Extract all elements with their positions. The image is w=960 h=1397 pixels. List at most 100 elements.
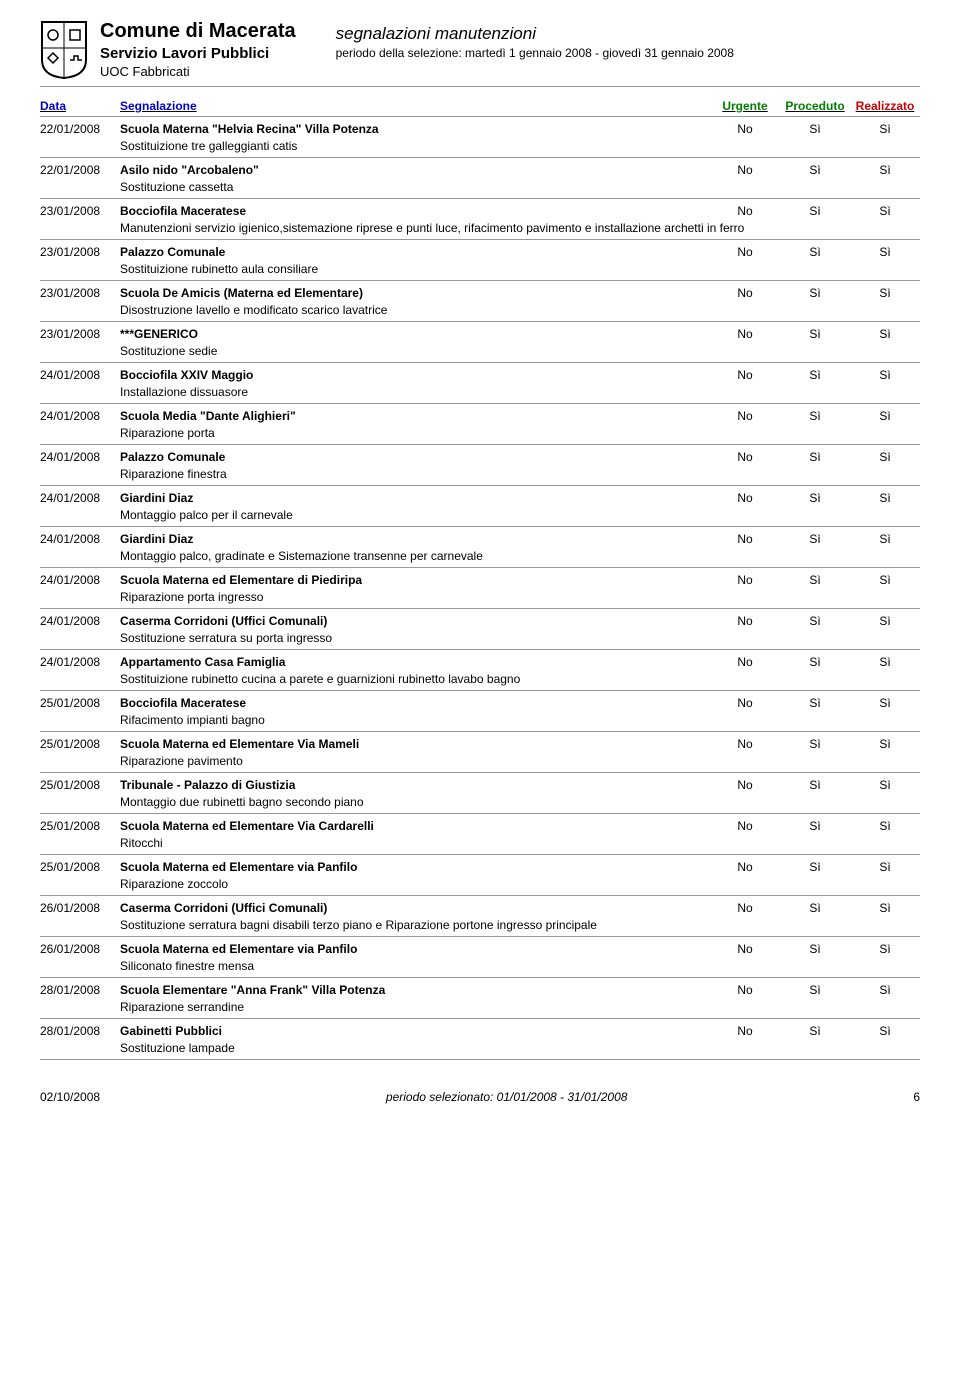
cell-proceduto: Sì <box>780 655 850 669</box>
cell-urgente: No <box>710 983 780 997</box>
table-row-main: 25/01/2008Scuola Materna ed Elementare V… <box>40 819 920 833</box>
cell-description: Rifacimento impianti bagno <box>120 713 920 727</box>
cell-urgente: No <box>710 901 780 915</box>
table-row: 23/01/2008Bocciofila MacerateseNoSìSì Man… <box>40 199 920 240</box>
cell-realizzato: Sì <box>850 327 920 341</box>
cell-title: Caserma Corridoni (Uffici Comunali) <box>120 901 710 915</box>
cell-urgente: No <box>710 778 780 792</box>
cell-realizzato: Sì <box>850 614 920 628</box>
table-row: 25/01/2008Scuola Materna ed Elementare V… <box>40 814 920 855</box>
table-row: 24/01/2008Caserma Corridoni (Uffici Comu… <box>40 609 920 650</box>
cell-date: 25/01/2008 <box>40 819 120 833</box>
cell-title: Gabinetti Pubblici <box>120 1024 710 1038</box>
cell-title: Giardini Diaz <box>120 532 710 546</box>
cell-proceduto: Sì <box>780 860 850 874</box>
table-row-main: 24/01/2008Giardini DiazNoSìSì <box>40 491 920 505</box>
cell-title: Bocciofila XXIV Maggio <box>120 368 710 382</box>
table-row: 24/01/2008Bocciofila XXIV MaggioNoSìSì In… <box>40 363 920 404</box>
cell-title: Scuola Materna ed Elementare via Panfilo <box>120 860 710 874</box>
cell-urgente: No <box>710 614 780 628</box>
table-row: 28/01/2008Gabinetti PubbliciNoSìSì Sostit… <box>40 1019 920 1060</box>
cell-title: Scuola Elementare "Anna Frank" Villa Pot… <box>120 983 710 997</box>
table-row-main: 22/01/2008Asilo nido "Arcobaleno"NoSìSì <box>40 163 920 177</box>
table-row-main: 24/01/2008Bocciofila XXIV MaggioNoSìSì <box>40 368 920 382</box>
crest-icon <box>40 20 88 80</box>
cell-date: 24/01/2008 <box>40 450 120 464</box>
table-row: 23/01/2008***GENERICONoSìSìSostituzione … <box>40 322 920 363</box>
cell-description: Riparazione zoccolo <box>120 877 920 891</box>
cell-description: Manutenzioni servizio igienico,sistemazi… <box>120 221 920 235</box>
cell-realizzato: Sì <box>850 204 920 218</box>
cell-date: 23/01/2008 <box>40 286 120 300</box>
cell-proceduto: Sì <box>780 409 850 423</box>
cell-proceduto: Sì <box>780 163 850 177</box>
cell-proceduto: Sì <box>780 778 850 792</box>
cell-realizzato: Sì <box>850 286 920 300</box>
cell-realizzato: Sì <box>850 245 920 259</box>
cell-description: Installazione dissuasore <box>120 385 920 399</box>
col-header-date: Data <box>40 99 120 113</box>
footer-period: periodo selezionato: 01/01/2008 - 31/01/… <box>386 1090 628 1104</box>
cell-realizzato: Sì <box>850 368 920 382</box>
table-row: 24/01/2008Giardini DiazNoSìSìMontaggio p… <box>40 527 920 568</box>
footer-date: 02/10/2008 <box>40 1090 100 1104</box>
table-row-main: 26/01/2008Scuola Materna ed Elementare v… <box>40 942 920 956</box>
cell-description: Siliconato finestre mensa <box>120 959 920 973</box>
cell-description: Montaggio due rubinetti bagno secondo pi… <box>120 795 920 809</box>
cell-date: 22/01/2008 <box>40 163 120 177</box>
table-row-main: 24/01/2008Palazzo ComunaleNoSìSì <box>40 450 920 464</box>
cell-realizzato: Sì <box>850 450 920 464</box>
cell-date: 24/01/2008 <box>40 532 120 546</box>
cell-title: Caserma Corridoni (Uffici Comunali) <box>120 614 710 628</box>
cell-urgente: No <box>710 737 780 751</box>
cell-title: ***GENERICO <box>120 327 710 341</box>
cell-description: Riparazione serrandine <box>120 1000 920 1014</box>
cell-urgente: No <box>710 573 780 587</box>
cell-date: 26/01/2008 <box>40 942 120 956</box>
cell-urgente: No <box>710 696 780 710</box>
cell-title: Scuola Materna "Helvia Recina" Villa Pot… <box>120 122 710 136</box>
cell-description: Riparazione porta ingresso <box>120 590 920 604</box>
cell-proceduto: Sì <box>780 327 850 341</box>
table-row: 25/01/2008Scuola Materna ed Elementare V… <box>40 732 920 773</box>
cell-realizzato: Sì <box>850 163 920 177</box>
table-row-main: 28/01/2008Gabinetti PubbliciNoSìSì <box>40 1024 920 1038</box>
cell-realizzato: Sì <box>850 737 920 751</box>
cell-proceduto: Sì <box>780 942 850 956</box>
cell-urgente: No <box>710 942 780 956</box>
cell-date: 22/01/2008 <box>40 122 120 136</box>
cell-realizzato: Sì <box>850 409 920 423</box>
cell-title: Appartamento Casa Famiglia <box>120 655 710 669</box>
report-block: segnalazioni manutenzioni periodo della … <box>336 24 734 79</box>
table-header-row: Data Segnalazione Urgente Proceduto Real… <box>40 95 920 117</box>
cell-description: Montaggio palco per il carnevale <box>120 508 920 522</box>
org-title: Comune di Macerata <box>100 20 296 43</box>
cell-title: Scuola Materna ed Elementare Via Mameli <box>120 737 710 751</box>
table-row: 28/01/2008Scuola Elementare "Anna Frank"… <box>40 978 920 1019</box>
table-row-main: 24/01/2008Caserma Corridoni (Uffici Comu… <box>40 614 920 628</box>
table-row-main: 24/01/2008Giardini DiazNoSìSì <box>40 532 920 546</box>
cell-realizzato: Sì <box>850 122 920 136</box>
cell-urgente: No <box>710 491 780 505</box>
cell-proceduto: Sì <box>780 614 850 628</box>
cell-description: Sostituzione lampade <box>120 1041 920 1055</box>
table-row: 23/01/2008Palazzo ComunaleNoSìSìSostitui… <box>40 240 920 281</box>
cell-description: Sostituzione cassetta <box>120 180 920 194</box>
cell-date: 25/01/2008 <box>40 737 120 751</box>
cell-urgente: No <box>710 860 780 874</box>
cell-title: Giardini Diaz <box>120 491 710 505</box>
cell-proceduto: Sì <box>780 1024 850 1038</box>
table-row-main: 23/01/2008Bocciofila MacerateseNoSìSì <box>40 204 920 218</box>
cell-proceduto: Sì <box>780 122 850 136</box>
cell-date: 24/01/2008 <box>40 368 120 382</box>
cell-urgente: No <box>710 286 780 300</box>
table-row-main: 25/01/2008Bocciofila MacerateseNoSìSì <box>40 696 920 710</box>
table-row-main: 24/01/2008Scuola Materna ed Elementare d… <box>40 573 920 587</box>
cell-date: 24/01/2008 <box>40 573 120 587</box>
cell-urgente: No <box>710 327 780 341</box>
cell-description: Riparazione pavimento <box>120 754 920 768</box>
table-row-main: 24/01/2008Appartamento Casa FamigliaNoSì… <box>40 655 920 669</box>
cell-proceduto: Sì <box>780 491 850 505</box>
cell-urgente: No <box>710 532 780 546</box>
table-row: 24/01/2008Palazzo ComunaleNoSìSìRiparazi… <box>40 445 920 486</box>
